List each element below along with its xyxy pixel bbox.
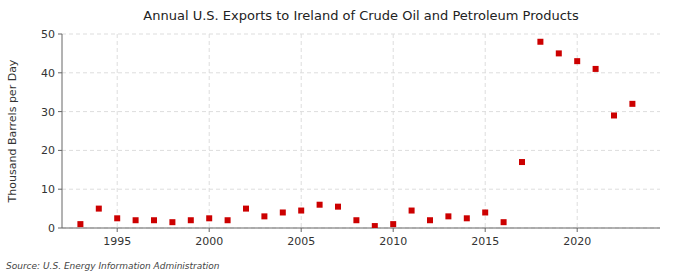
point	[298, 208, 304, 214]
y-tick-label: 0	[48, 222, 55, 235]
point	[169, 219, 175, 225]
x-tick-label: 2015	[471, 235, 499, 248]
point	[390, 221, 396, 227]
chart-svg: 1995 2000 2005 2010 2015 2020 0 10 20 30 40 50 Thous…	[0, 0, 675, 275]
point	[77, 221, 83, 227]
x-tick-label: 2010	[379, 235, 407, 248]
y-tick-label: 20	[41, 144, 55, 157]
point	[133, 217, 139, 223]
x-tick-label: 2020	[563, 235, 591, 248]
point	[519, 159, 525, 165]
point	[243, 206, 249, 212]
x-tick	[485, 228, 486, 232]
point	[317, 202, 323, 208]
point	[611, 112, 617, 118]
x-grid-line	[117, 34, 118, 228]
point	[114, 215, 120, 221]
point	[280, 209, 286, 215]
point	[482, 209, 488, 215]
x-tick	[209, 228, 210, 232]
y-tick	[58, 228, 62, 229]
point	[206, 215, 212, 221]
x-grid-line	[209, 34, 210, 228]
x-tick	[393, 228, 394, 232]
point	[372, 223, 378, 228]
point	[96, 206, 102, 212]
x-tick-label: 2005	[287, 235, 315, 248]
x-tick	[577, 228, 578, 232]
point	[409, 208, 415, 214]
x-grid-line	[485, 34, 486, 228]
x-tick-label: 1995	[103, 235, 131, 248]
point	[464, 215, 470, 221]
x-grid-line	[301, 34, 302, 228]
point	[261, 213, 267, 219]
point	[335, 204, 341, 210]
point	[445, 213, 451, 219]
y-tick-label: 40	[41, 67, 55, 80]
x-tick-label: 2000	[195, 235, 223, 248]
point	[556, 50, 562, 56]
y-tick	[58, 34, 62, 35]
y-grid-line	[62, 189, 660, 190]
x-axis-line	[62, 228, 660, 229]
y-tick	[58, 72, 62, 73]
x-tick	[301, 228, 302, 232]
point	[225, 217, 231, 223]
x-grid-line	[393, 34, 394, 228]
y-axis-line	[62, 34, 63, 228]
y-tick	[58, 111, 62, 112]
chart-title: Annual U.S. Exports to Ireland of Crude …	[143, 8, 579, 23]
y-grid-line	[62, 72, 660, 73]
y-grid-line	[62, 111, 660, 112]
point	[427, 217, 433, 223]
point	[151, 217, 157, 223]
points	[77, 39, 635, 228]
point	[353, 217, 359, 223]
y-tick	[58, 189, 62, 190]
y-tick-label: 10	[41, 183, 55, 196]
point	[537, 39, 543, 45]
y-tick	[58, 150, 62, 151]
point	[501, 219, 507, 225]
chart-container: 1995 2000 2005 2010 2015 2020 0 10 20 30 40 50 Thous…	[0, 0, 675, 275]
grid	[62, 34, 660, 228]
point	[188, 217, 194, 223]
axes: 1995 2000 2005 2010 2015 2020 0 10 20 30 40 50	[41, 28, 660, 248]
y-tick-label: 30	[41, 106, 55, 119]
source-note: Source: U.S. Energy Information Administ…	[6, 261, 220, 271]
point	[593, 66, 599, 72]
point	[574, 58, 580, 64]
y-axis-label: Thousand Barrels per Day	[6, 59, 19, 203]
y-grid-line	[62, 34, 660, 35]
y-grid-line	[62, 150, 660, 151]
y-grid-line	[62, 228, 660, 229]
y-tick-label: 50	[41, 28, 55, 41]
x-tick	[117, 228, 118, 232]
point	[629, 101, 635, 107]
